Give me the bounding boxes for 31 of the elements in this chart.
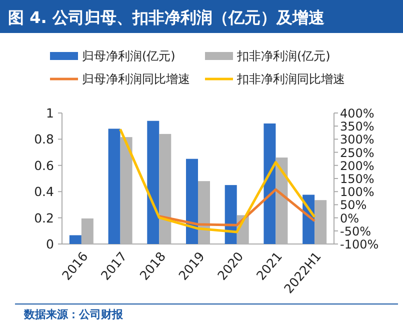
legend-label: 归母净利润同比增速 — [82, 72, 190, 86]
bar — [224, 185, 237, 244]
y2-tick-label: 50% — [340, 198, 367, 212]
y-tick-label: 0.6 — [34, 158, 54, 173]
line-series — [158, 188, 316, 226]
legend-label: 归母净利润(亿元) — [82, 49, 176, 63]
source-note: 数据来源：公司财报 — [23, 308, 124, 321]
bar — [69, 235, 82, 244]
legend-label: 扣非净利润(亿元) — [236, 49, 330, 63]
y2-tick-label: 150% — [340, 172, 374, 186]
bar — [108, 128, 120, 244]
y2-tick-label: 100% — [340, 185, 374, 200]
legend-label: 扣非净利润同比增速 — [236, 72, 345, 86]
y-tick-label: 1 — [46, 106, 54, 120]
y2-tick-label: 250% — [340, 146, 374, 160]
bar — [147, 120, 160, 244]
y2-tick-label: -50% — [340, 224, 372, 238]
chart-title: 图 4. 公司归母、扣非净利润（亿元）及增速 — [8, 8, 326, 27]
y-tick-label: 0.2 — [34, 210, 54, 226]
y-tick-label: 0.4 — [34, 184, 54, 200]
y-tick-label: 0 — [46, 236, 54, 252]
y2-tick-label: 400% — [340, 106, 374, 120]
y2-tick-label: 200% — [340, 158, 374, 173]
y2-tick-label: 300% — [340, 132, 374, 147]
y2-tick-label: 0% — [340, 211, 360, 226]
y-tick-label: 0.8 — [34, 132, 54, 147]
line-series — [119, 128, 316, 234]
y2-tick-label: 350% — [340, 120, 374, 134]
y2-tick-label: -100% — [340, 238, 379, 252]
bar — [264, 123, 276, 244]
bar — [186, 158, 198, 244]
